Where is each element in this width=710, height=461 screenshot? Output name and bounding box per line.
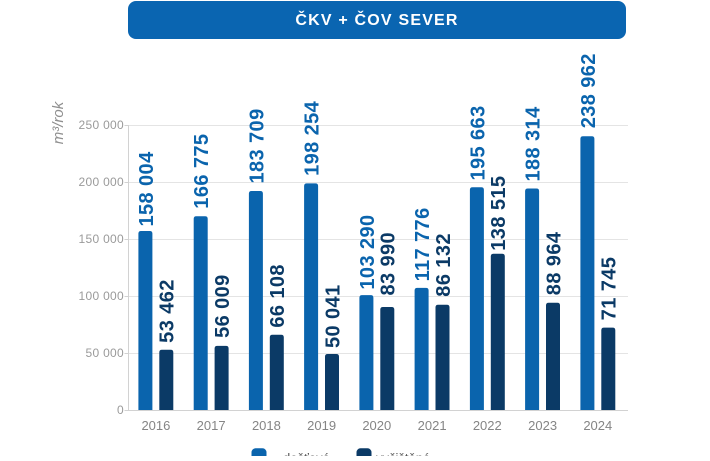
- svg-text:88 964: 88 964: [543, 231, 565, 295]
- svg-text:2017: 2017: [197, 418, 226, 433]
- svg-text:183 709: 183 709: [246, 108, 268, 183]
- svg-text:2020: 2020: [362, 418, 391, 433]
- svg-text:vyčištěná: vyčištěná: [376, 451, 431, 457]
- svg-text:195 663: 195 663: [467, 105, 489, 180]
- svg-text:200 000: 200 000: [79, 175, 125, 189]
- svg-text:103 290: 103 290: [357, 214, 379, 289]
- svg-text:0: 0: [117, 403, 124, 417]
- svg-text:ČKV + ČOV SEVER: ČKV + ČOV SEVER: [295, 10, 458, 29]
- svg-text:2021: 2021: [418, 418, 447, 433]
- svg-text:2022: 2022: [473, 418, 502, 433]
- svg-text:53 462: 53 462: [157, 279, 179, 343]
- svg-text:56 009: 56 009: [212, 274, 234, 338]
- svg-text:2019: 2019: [307, 418, 336, 433]
- svg-text:150 000: 150 000: [79, 232, 125, 246]
- svg-text:71 745: 71 745: [599, 257, 621, 321]
- svg-text:158 004: 158 004: [136, 151, 158, 227]
- svg-text:2023: 2023: [528, 418, 557, 433]
- svg-text:2024: 2024: [583, 418, 612, 433]
- svg-text:50 041: 50 041: [322, 284, 344, 348]
- svg-text:117 776: 117 776: [412, 207, 434, 281]
- svg-text:198 254: 198 254: [302, 100, 324, 176]
- svg-text:100 000: 100 000: [79, 289, 125, 303]
- svg-text:dešťová: dešťová: [283, 451, 331, 457]
- svg-text:188 314: 188 314: [523, 106, 545, 182]
- svg-text:86 132: 86 132: [433, 233, 455, 297]
- svg-text:83 990: 83 990: [378, 232, 400, 296]
- svg-text:50 000: 50 000: [85, 346, 124, 360]
- svg-text:238 962: 238 962: [578, 53, 600, 128]
- svg-text:2018: 2018: [252, 418, 281, 433]
- svg-text:m³/rok: m³/rok: [50, 100, 67, 144]
- svg-text:138 515: 138 515: [488, 176, 510, 251]
- svg-text:66 108: 66 108: [267, 264, 289, 328]
- svg-text:250 000: 250 000: [79, 118, 125, 132]
- svg-text:2016: 2016: [141, 418, 170, 433]
- svg-text:166 775: 166 775: [191, 134, 213, 209]
